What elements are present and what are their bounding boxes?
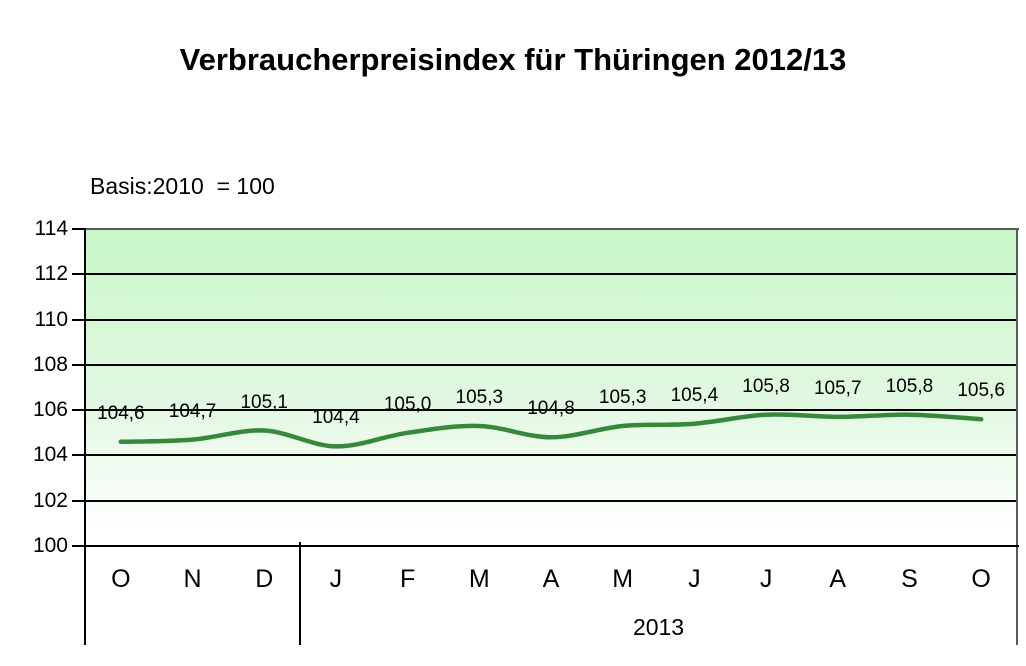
grid-line xyxy=(86,409,1016,412)
x-axis-label: A xyxy=(829,565,847,593)
data-label: 105,3 xyxy=(455,386,504,408)
data-label: 105,0 xyxy=(383,393,432,415)
y-axis-line xyxy=(84,228,86,645)
data-label: 105,1 xyxy=(240,391,288,413)
y-axis-tick xyxy=(72,454,85,457)
category-band-right-edge xyxy=(1016,547,1018,645)
x-axis-label: A xyxy=(542,565,560,593)
grid-line xyxy=(86,318,1016,321)
y-axis-label: 106 xyxy=(32,398,68,422)
y-axis-tick xyxy=(72,363,85,366)
y-axis-tick xyxy=(72,545,85,547)
y-axis-tick xyxy=(72,318,85,321)
data-label: 105,4 xyxy=(670,384,719,406)
x-axis-label: M xyxy=(612,565,634,593)
x-axis-label: M xyxy=(468,565,490,593)
data-label: 105,8 xyxy=(742,375,790,397)
y-axis-label: 100 xyxy=(32,534,68,557)
grid-line xyxy=(86,499,1016,502)
year-label: 2013 xyxy=(632,614,685,640)
data-label: 104,4 xyxy=(312,407,360,429)
plot-area xyxy=(85,229,1017,546)
data-label: 105,8 xyxy=(885,375,934,397)
plot-border-right xyxy=(1016,228,1018,645)
x-axis-label: J xyxy=(329,565,343,593)
basis-label: Basis:2010 = 100 xyxy=(90,173,275,199)
x-axis-label: D xyxy=(255,565,274,593)
plot-border-top xyxy=(84,228,1019,230)
grid-line xyxy=(86,273,1016,276)
y-axis-label: 114 xyxy=(34,217,68,240)
x-axis-label: N xyxy=(183,565,202,593)
data-label: 104,7 xyxy=(168,400,217,422)
y-axis-label: 108 xyxy=(32,352,68,376)
y-axis-tick xyxy=(72,273,85,276)
x-axis-label: O xyxy=(971,565,991,593)
year-separator xyxy=(299,542,302,645)
data-label: 105,7 xyxy=(813,377,862,399)
grid-line xyxy=(86,454,1016,457)
x-axis-line xyxy=(84,545,1019,547)
x-axis-label: F xyxy=(399,565,416,593)
x-axis-label: S xyxy=(901,565,918,593)
y-axis-tick xyxy=(72,409,85,412)
data-label: 105,3 xyxy=(598,386,647,408)
grid-line xyxy=(86,363,1016,366)
x-axis-label: O xyxy=(111,565,131,593)
x-axis-label: J xyxy=(759,565,773,593)
x-axis-label: J xyxy=(688,565,701,593)
y-axis-label: 110 xyxy=(34,307,68,331)
chart-title: Verbraucherpreisindex für Thüringen 2012… xyxy=(179,42,847,77)
y-axis-label: 104 xyxy=(32,443,68,467)
category-band-left-edge xyxy=(84,547,86,645)
y-axis-label: 112 xyxy=(34,262,68,286)
y-axis-tick xyxy=(72,228,85,230)
y-axis-label: 102 xyxy=(32,488,68,512)
data-label: 105,6 xyxy=(957,380,1005,402)
data-label: 104,6 xyxy=(97,402,145,424)
y-axis-tick xyxy=(72,499,85,502)
data-label: 104,8 xyxy=(527,398,575,420)
